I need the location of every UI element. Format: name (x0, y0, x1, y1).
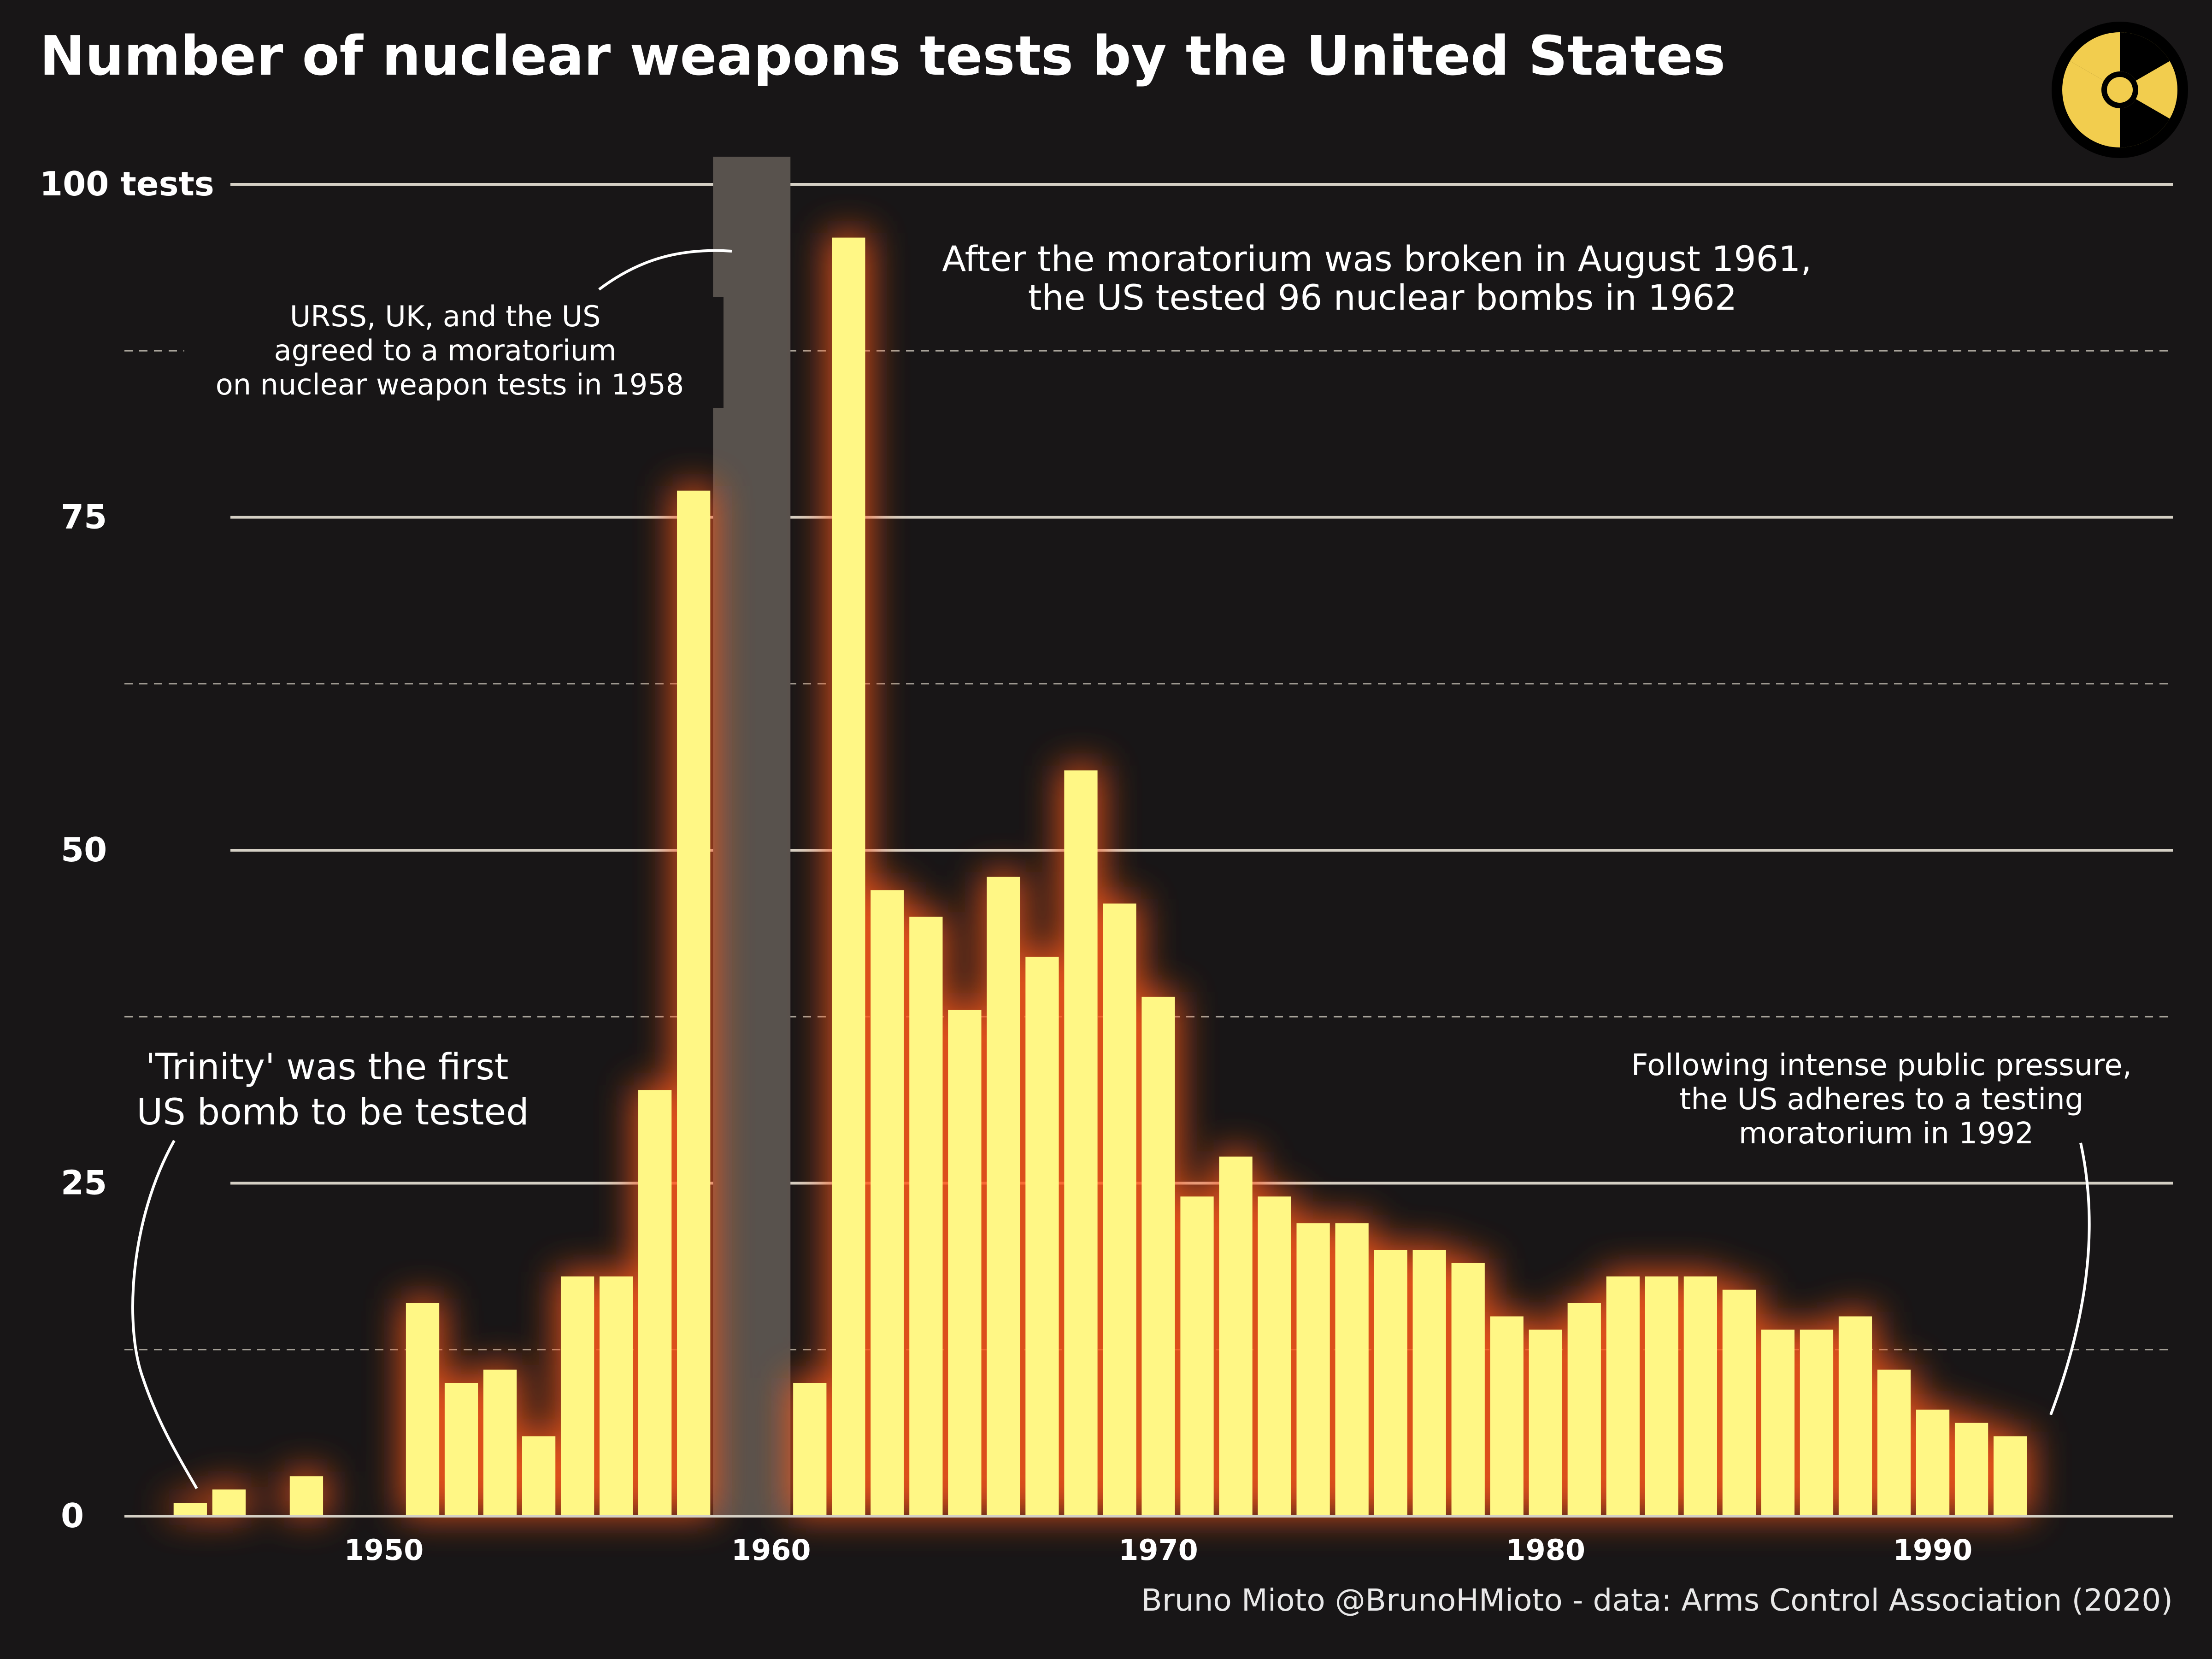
x-tick-label: 1950 (344, 1533, 424, 1567)
x-tick-label: 1990 (1893, 1533, 1973, 1567)
annotation-moratorium1992-line3: moratorium in 1992 (1739, 1117, 2034, 1151)
credit: Bruno Mioto @BrunoHMioto - data: Arms Co… (1141, 1583, 2173, 1618)
bar-1978 (1451, 1263, 1485, 1516)
bar-1963 (871, 890, 904, 1516)
bar-1968 (1064, 770, 1098, 1516)
annotation-moratorium1992: Following intense public pressure, the U… (1631, 1048, 2141, 1151)
y-tick-label: 0 (61, 1496, 84, 1535)
bar-1952 (444, 1383, 478, 1516)
x-axis-ticks: 1950 1960 1970 1980 1990 (344, 1533, 1973, 1567)
bar-1961 (793, 1383, 827, 1516)
bar-1945 (173, 1503, 207, 1516)
bar-1988 (1838, 1316, 1872, 1516)
moratorium-shade (713, 157, 791, 1516)
y-tick-label: 75 (61, 498, 107, 536)
annotation-trinity-line2: US bomb to be tested (136, 1092, 529, 1133)
bar-1969 (1103, 903, 1136, 1516)
bar-1956 (600, 1276, 633, 1516)
annotation-moratorium1992-arrow (2049, 1142, 2091, 1416)
radiation-icon (2052, 22, 2188, 158)
annotation-broken1961-line2: the US tested 96 nuclear bombs in 1962 (1028, 277, 1737, 318)
annotation-moratorium1958-line2: agreed to a moratorium (274, 334, 617, 367)
annotation-moratorium1992-bg (1613, 1044, 2166, 1154)
bar-1980 (1529, 1330, 1562, 1516)
bar-1985 (1722, 1289, 1756, 1516)
bar-1972 (1219, 1156, 1253, 1516)
bar-1974 (1296, 1223, 1330, 1516)
bar-1990 (1916, 1409, 1950, 1516)
bar-1986 (1761, 1330, 1795, 1516)
bar-1946 (212, 1489, 246, 1516)
annotation-moratorium1958: URSS, UK, and the US agreed to a morator… (216, 300, 684, 401)
bar-1962 (832, 237, 865, 1516)
bar-1948 (289, 1476, 324, 1516)
bar-1967 (1025, 957, 1059, 1516)
bar-1979 (1490, 1316, 1524, 1516)
annotation-moratorium1992-line2: the US adheres to a testing (1679, 1082, 2083, 1117)
bar-1975 (1335, 1223, 1369, 1516)
bar-1971 (1180, 1196, 1214, 1516)
bar-1973 (1258, 1196, 1291, 1516)
bar-1955 (560, 1276, 594, 1516)
annotation-broken1961-line1: After the moratorium was broken in Augus… (942, 238, 1812, 279)
bar-1958 (677, 490, 711, 1516)
shaded-period (713, 157, 791, 1516)
annotation-moratorium1958-arrow (598, 249, 732, 291)
bar-1991 (1954, 1423, 1988, 1516)
bar-1953 (483, 1370, 517, 1516)
annotation-moratorium1992-line1: Following intense public pressure, (1631, 1048, 2132, 1082)
annotation-moratorium1958-line3: on nuclear weapon tests in 1958 (216, 368, 684, 401)
bar-1954 (522, 1436, 556, 1516)
annotation-trinity: 'Trinity' was the first US bomb to be te… (136, 1047, 529, 1133)
bar-1992 (1993, 1436, 2027, 1516)
annotations: 'Trinity' was the first US bomb to be te… (131, 238, 2166, 1489)
y-axis-ticks: 0 25 50 75 100 tests (40, 165, 214, 1535)
bar-1987 (1800, 1330, 1834, 1516)
bar-1977 (1412, 1250, 1446, 1516)
chart-title: Number of nuclear weapons tests by the U… (40, 24, 1725, 88)
annotation-broken1961: After the moratorium was broken in Augus… (942, 238, 1823, 318)
x-tick-label: 1960 (731, 1533, 811, 1567)
bar-1965 (948, 1010, 982, 1516)
y-tick-label: 100 tests (40, 165, 214, 203)
bar-1982 (1606, 1276, 1640, 1516)
annotation-trinity-arrow (131, 1140, 198, 1489)
x-tick-label: 1970 (1118, 1533, 1198, 1567)
bar-1984 (1683, 1276, 1718, 1516)
annotation-moratorium1958-bg (184, 297, 724, 408)
annotation-moratorium1958-line1: URSS, UK, and the US (290, 300, 601, 333)
y-tick-label: 25 (61, 1164, 107, 1202)
bar-1983 (1645, 1276, 1678, 1516)
x-tick-label: 1980 (1506, 1533, 1585, 1567)
bar-1957 (638, 1090, 672, 1516)
bar-1989 (1877, 1370, 1911, 1516)
bar-1964 (909, 917, 943, 1516)
y-tick-label: 50 (61, 830, 107, 869)
bars (173, 237, 2027, 1516)
bar-1981 (1567, 1303, 1601, 1516)
bar-1970 (1141, 996, 1175, 1516)
bar-1951 (406, 1303, 440, 1516)
annotation-trinity-line1: 'Trinity' was the first (146, 1047, 509, 1088)
bar-1966 (987, 877, 1020, 1516)
bar-1976 (1374, 1250, 1407, 1516)
